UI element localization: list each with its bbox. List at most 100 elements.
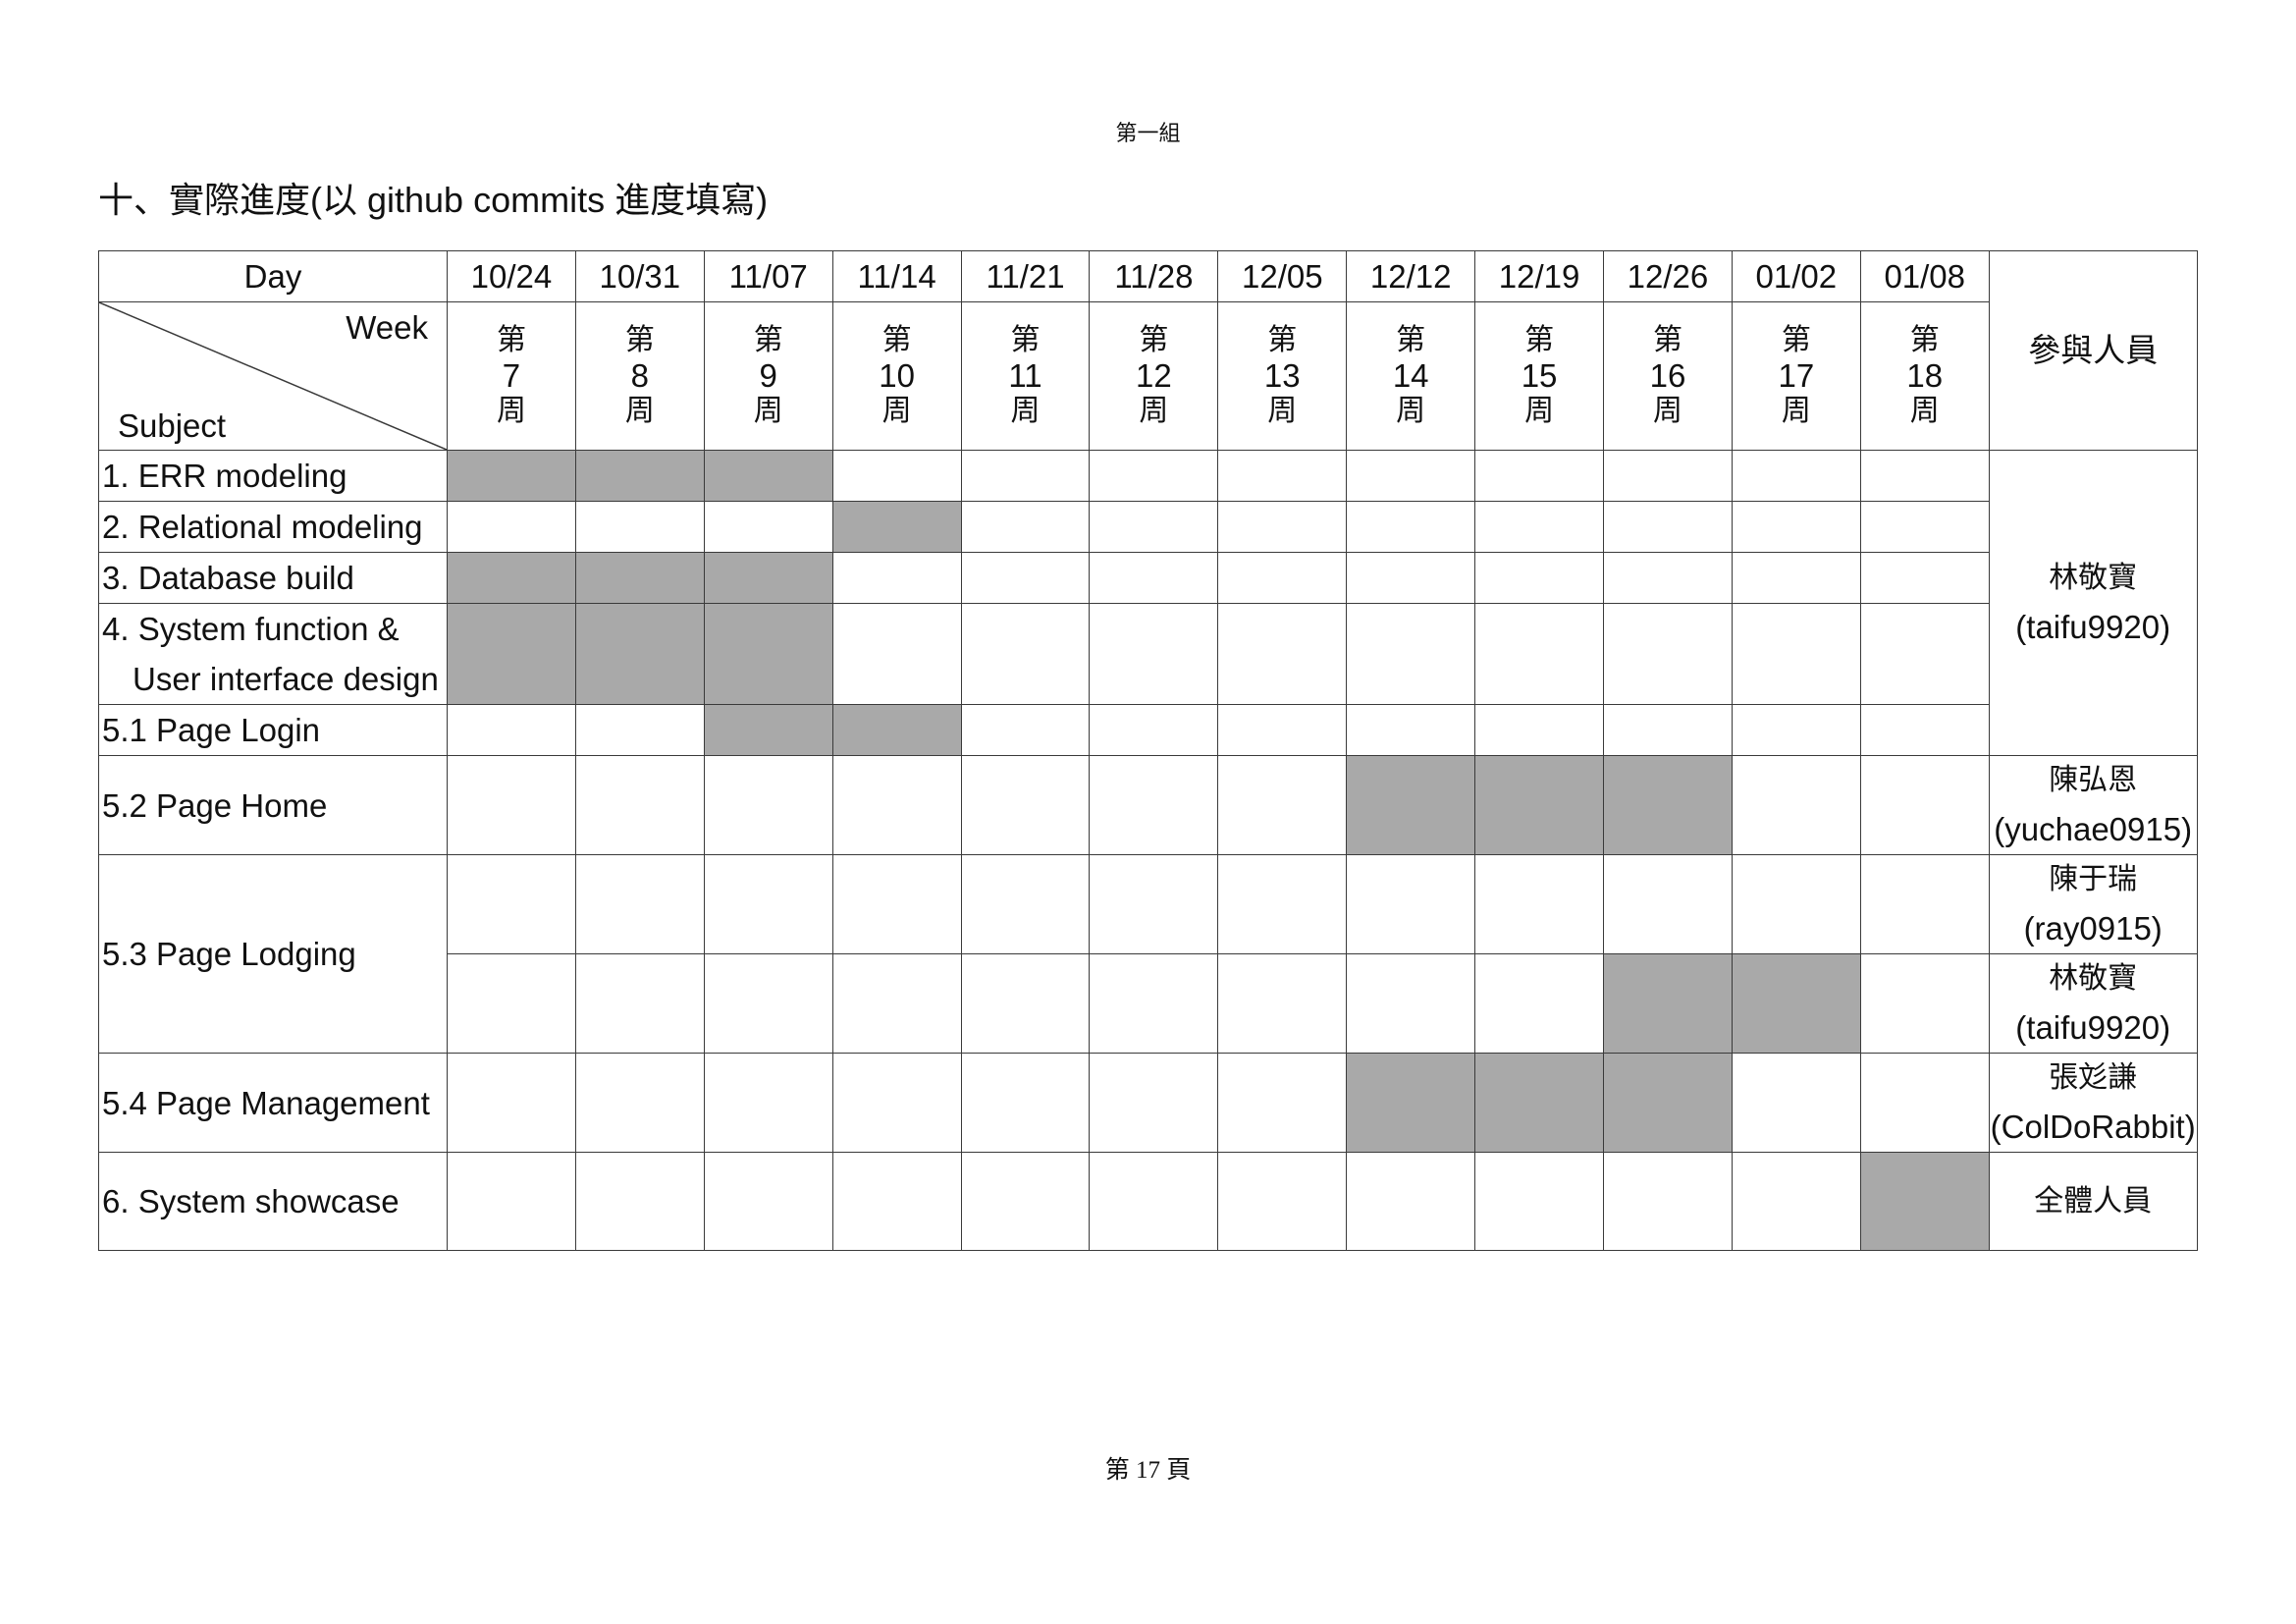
progress-cell-empty	[1217, 1053, 1348, 1153]
progress-schedule-table: Day 10/24 10/31 11/07 11/14 11/21 11/28 12/05 1…	[98, 250, 2198, 1251]
week-suffix: 周	[753, 394, 783, 428]
progress-cell-empty	[703, 501, 833, 553]
subject-cell: 6. System showcase	[98, 1152, 448, 1251]
week-number: 14	[1392, 357, 1429, 394]
progress-cell-filled	[831, 704, 962, 756]
progress-cell-empty	[1731, 501, 1861, 553]
progress-cell-empty	[447, 755, 576, 855]
week-suffix: 周	[1010, 394, 1041, 428]
week-number: 8	[630, 357, 650, 394]
week-number: 15	[1521, 357, 1558, 394]
subject-cell: 5.4 Page Management	[98, 1053, 448, 1153]
week-header-cell: 第 18 周	[1859, 301, 1990, 451]
progress-cell-empty	[1731, 704, 1861, 756]
week-prefix: 第	[1139, 323, 1169, 357]
progress-cell-empty	[1731, 1053, 1861, 1153]
progress-cell-empty	[1474, 1152, 1605, 1251]
date-header-cell: 12/19	[1474, 250, 1605, 302]
progress-cell-empty	[1731, 1152, 1861, 1251]
progress-cell-empty	[1474, 450, 1605, 502]
week-header-cell: 第 17 周	[1731, 301, 1861, 451]
date-header-cell: 12/05	[1217, 250, 1348, 302]
subject-cell: 4. System function & User interface desig…	[98, 603, 448, 705]
progress-cell-empty	[1217, 953, 1348, 1054]
participant-name: 林敬寶	[2049, 561, 2138, 595]
subject-cell: 5.1 Page Login	[98, 704, 448, 756]
participant-github-id: (ray0915)	[2023, 910, 2163, 947]
subject-cell: 5.3 Page Lodging	[98, 854, 448, 1054]
progress-cell-empty	[703, 1152, 833, 1251]
progress-cell-empty	[1731, 450, 1861, 502]
week-header-cell: 第 12 周	[1089, 301, 1219, 451]
progress-cell-empty	[1474, 501, 1605, 553]
progress-cell-empty	[447, 953, 576, 1054]
participant-cell: 陳弘恩 (yuchae0915)	[1988, 755, 2198, 855]
progress-cell-filled	[703, 450, 833, 502]
progress-cell-filled	[1603, 1053, 1733, 1153]
subject-cell: 5.2 Page Home	[98, 755, 448, 855]
progress-cell-empty	[831, 1053, 962, 1153]
progress-cell-empty	[1089, 755, 1219, 855]
progress-cell-filled	[1859, 1152, 1990, 1251]
progress-cell-filled	[831, 501, 962, 553]
week-number: 12	[1136, 357, 1172, 394]
progress-cell-filled	[703, 603, 833, 705]
subject-label-line: 5.1 Page Login	[102, 712, 321, 748]
participant-github-id: (yuchae0915)	[1994, 811, 2193, 847]
progress-cell-empty	[831, 755, 962, 855]
progress-cell-filled	[703, 552, 833, 604]
schedule-row: 5.4 Page Management 張彣謙 (ColDoRabbit)	[98, 1053, 2198, 1153]
date-header-cell: 11/21	[960, 250, 1091, 302]
participant-github-id: (taifu9920)	[2015, 1009, 2171, 1046]
week-suffix: 周	[496, 394, 526, 428]
progress-cell-empty	[1217, 854, 1348, 954]
progress-cell-filled	[447, 450, 576, 502]
progress-cell-empty	[1217, 450, 1348, 502]
progress-cell-empty	[831, 854, 962, 954]
progress-cell-empty	[1603, 552, 1733, 604]
progress-cell-empty	[1346, 603, 1476, 705]
schedule-body: 1. ERR modeling 林敬寶 (taifu9920) 2. Relation…	[98, 450, 2198, 1251]
participant-cell: 全體人員	[1988, 1152, 2198, 1251]
progress-cell-empty	[831, 1152, 962, 1251]
schedule-row: 5.3 Page Lodging 陳于瑞 (ray0915)	[98, 854, 2198, 1054]
progress-cell-empty	[1474, 603, 1605, 705]
progress-cell-filled	[447, 552, 576, 604]
progress-cell-empty	[1089, 450, 1219, 502]
progress-cell-filled	[574, 450, 705, 502]
progress-cell-empty	[1731, 552, 1861, 604]
participants-header-cell: 參與人員	[1988, 250, 2198, 451]
progress-cell-empty	[447, 854, 576, 954]
progress-cell-empty	[1731, 603, 1861, 705]
schedule-row: 6. System showcase 全體人員	[98, 1152, 2198, 1251]
progress-cell-empty	[1474, 854, 1605, 954]
progress-cell-empty	[1089, 501, 1219, 553]
subject-label-line: 2. Relational modeling	[102, 509, 423, 545]
subject-cell: 3. Database build	[98, 552, 448, 604]
participant-name: 張彣謙	[2049, 1060, 2138, 1095]
progress-cell-empty	[1217, 603, 1348, 705]
subject-label-line: 5.2 Page Home	[102, 786, 328, 824]
date-header-cell: 12/12	[1346, 250, 1476, 302]
progress-cell-empty	[960, 603, 1091, 705]
week-axis-label: Week	[346, 309, 428, 346]
progress-cell-empty	[1089, 603, 1219, 705]
week-prefix: 第	[1010, 323, 1041, 357]
progress-cell-empty	[1346, 501, 1476, 553]
week-prefix: 第	[1909, 323, 1940, 357]
week-prefix: 第	[1524, 323, 1555, 357]
progress-cell-empty	[1731, 854, 1861, 954]
day-header-cell: Day	[98, 250, 448, 302]
progress-cell-empty	[1603, 854, 1733, 954]
progress-cell-empty	[447, 501, 576, 553]
week-number: 18	[1906, 357, 1944, 394]
week-suffix: 周	[881, 394, 912, 428]
progress-cell-empty	[1859, 552, 1990, 604]
participant-name: 陳于瑞	[2049, 862, 2138, 896]
progress-cell-empty	[1217, 1152, 1348, 1251]
subject-cell: 2. Relational modeling	[98, 501, 448, 553]
schedule-row: 5.2 Page Home 陳弘恩 (yuchae0915)	[98, 755, 2198, 855]
week-number: 7	[502, 357, 521, 394]
date-header-cell: 01/08	[1859, 250, 1990, 302]
week-prefix: 第	[1396, 323, 1426, 357]
